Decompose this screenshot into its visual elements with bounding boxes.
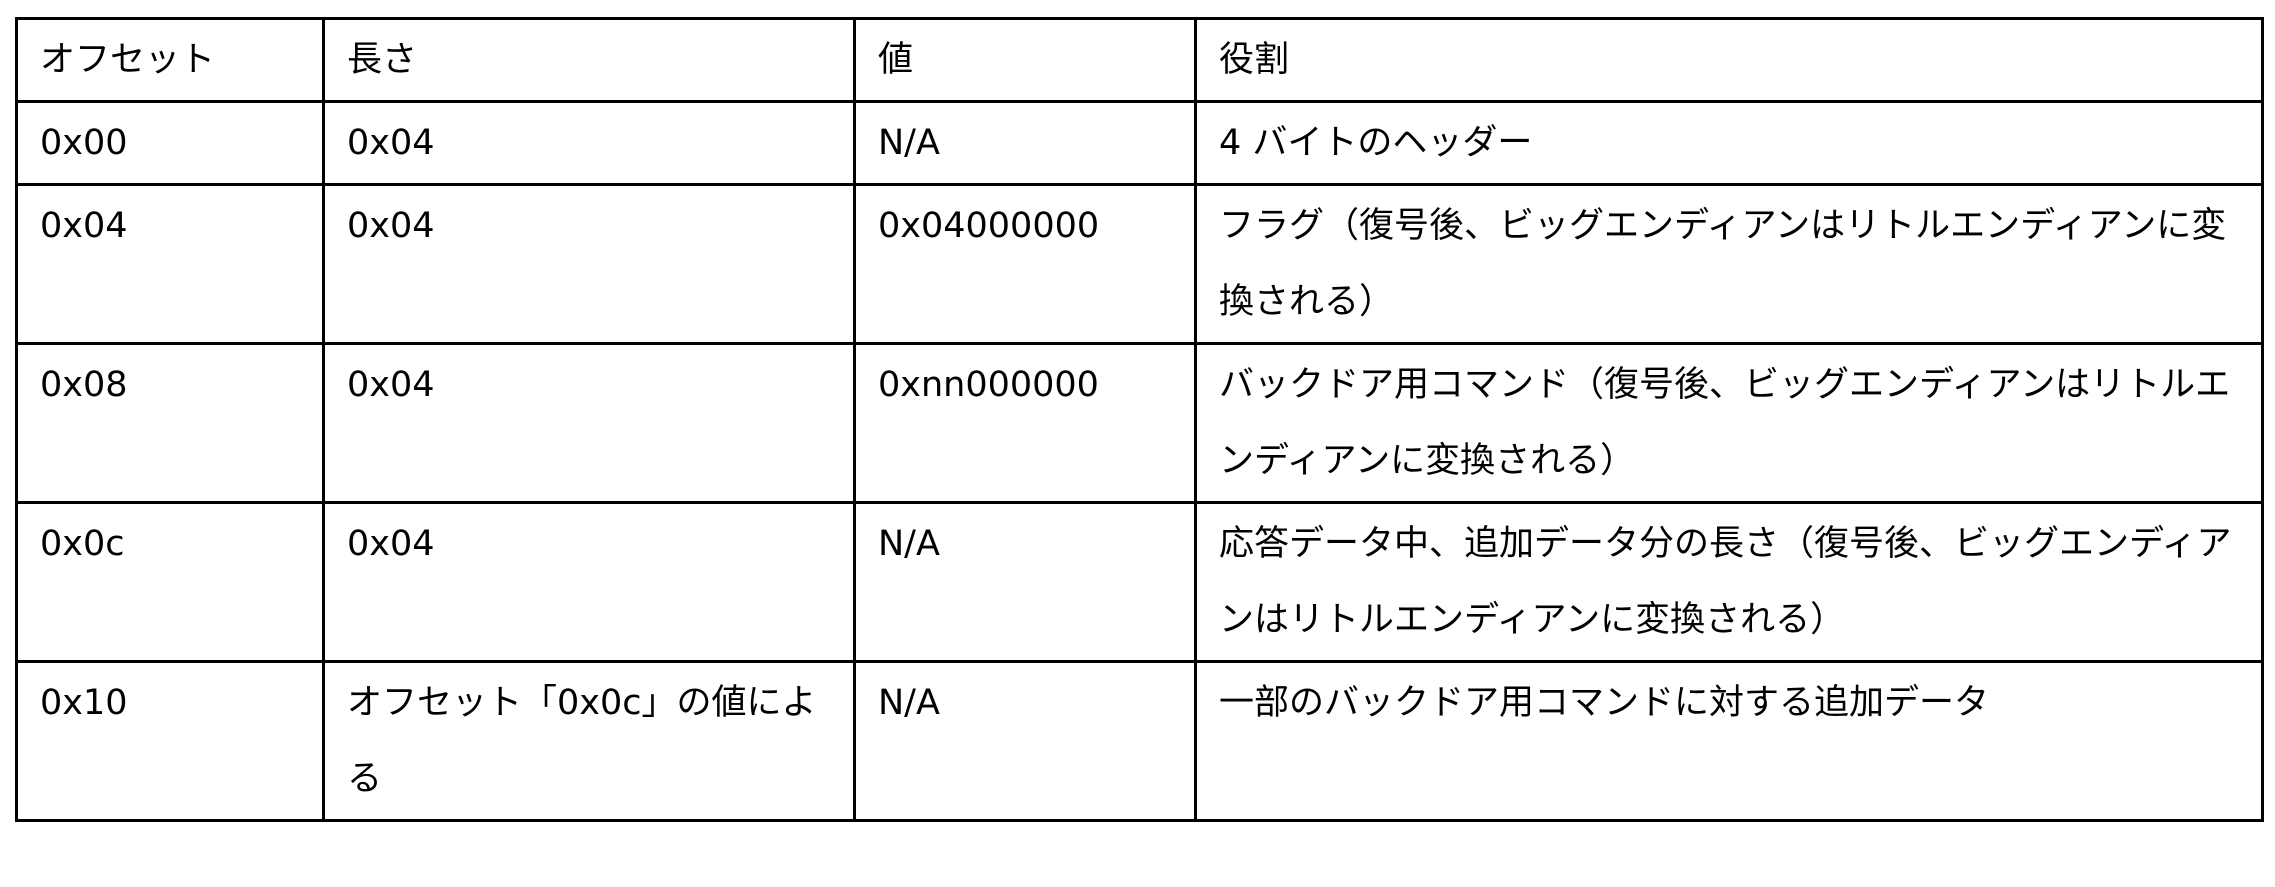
cell-length: 0x04 [322, 100, 856, 186]
cell-role: フラグ（復号後、ビッグエンディアンはリトルエンディアンに変換される） [1194, 183, 2264, 345]
cell-value: N/A [853, 501, 1197, 663]
cell-length: 0x04 [322, 183, 856, 345]
table-row: 0x10 オフセット「0x0c」の値による N/A 一部のバックドア用コマンドに… [15, 660, 2264, 822]
cell-length: 0x04 [322, 342, 856, 504]
cell-length: 0x04 [322, 501, 856, 663]
cell-role: 一部のバックドア用コマンドに対する追加データ [1194, 660, 2264, 822]
header-row: オフセット 長さ 値 役割 [15, 17, 2264, 103]
cell-length: オフセット「0x0c」の値による [322, 660, 856, 822]
cell-offset: 0x10 [15, 660, 325, 822]
cell-role: バックドア用コマンド（復号後、ビッグエンディアンはリトルエンディアンに変換される… [1194, 342, 2264, 504]
cell-role: 応答データ中、追加データ分の長さ（復号後、ビッグエンディアンはリトルエンディアン… [1194, 501, 2264, 663]
header-length: 長さ [322, 17, 856, 103]
table-row: 0x04 0x04 0x04000000 フラグ（復号後、ビッグエンディアンはリ… [15, 183, 2264, 345]
header-value: 値 [853, 17, 1197, 103]
cell-offset: 0x0c [15, 501, 325, 663]
cell-value: N/A [853, 100, 1197, 186]
header-offset: オフセット [15, 17, 325, 103]
table-row: 0x0c 0x04 N/A 応答データ中、追加データ分の長さ（復号後、ビッグエン… [15, 501, 2264, 663]
table-row: 0x08 0x04 0xnn000000 バックドア用コマンド（復号後、ビッグエ… [15, 342, 2264, 504]
cell-offset: 0x04 [15, 183, 325, 345]
cell-value: 0x04000000 [853, 183, 1197, 345]
data-table: オフセット 長さ 値 役割 0x00 0x04 N/A 4 バイトのヘッダー 0… [15, 17, 2264, 822]
header-role: 役割 [1194, 17, 2264, 103]
table-row: 0x00 0x04 N/A 4 バイトのヘッダー [15, 100, 2264, 186]
cell-value: N/A [853, 660, 1197, 822]
cell-offset: 0x00 [15, 100, 325, 186]
cell-offset: 0x08 [15, 342, 325, 504]
cell-role: 4 バイトのヘッダー [1194, 100, 2264, 186]
cell-value: 0xnn000000 [853, 342, 1197, 504]
